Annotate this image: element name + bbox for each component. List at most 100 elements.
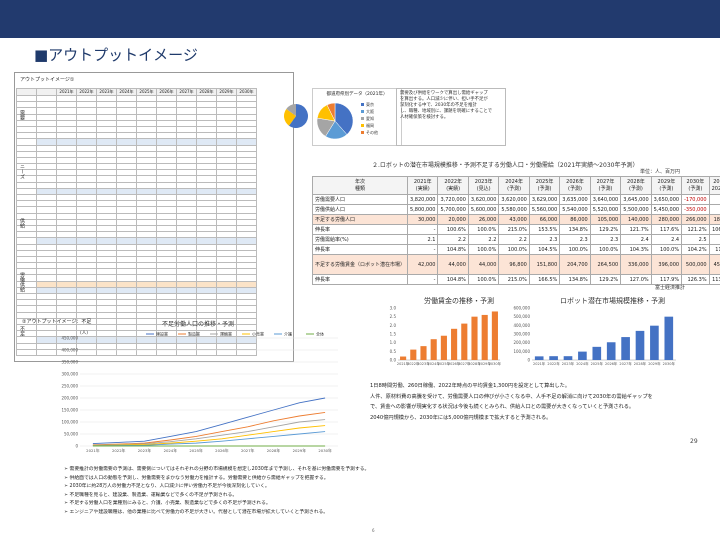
- legend-label: 介護: [284, 331, 292, 337]
- table-cell: 5,600,000: [467, 204, 500, 215]
- table-cell: 104.5%: [528, 244, 561, 255]
- y-tick-label: 0.0: [390, 358, 397, 363]
- table-cell: 151,800: [528, 254, 561, 275]
- pie-panel: 都道府県別データ（2021年） 東京 大阪 愛知 福岡 その他: [312, 88, 402, 146]
- grid-cell: [236, 348, 257, 356]
- table-cell: 5,580,000: [498, 204, 530, 215]
- bar: [481, 314, 488, 360]
- bullet-item: 不足職種を見ると、建設業、製造業、運輸業などで多くの不足が予測される。: [64, 492, 624, 501]
- table-cell: 140,000: [620, 214, 652, 225]
- legend-label: 愛知: [366, 115, 374, 121]
- x-tick-label: 2024年: [427, 361, 440, 366]
- y-tick-label: 2.5: [390, 314, 397, 319]
- table-cell: 100.0%: [589, 244, 622, 255]
- shortage-line-chart: 不足労働人口の推移・予測 (人)450,000 400,000 350,000 300,…: [61, 320, 338, 453]
- y-tick-label: 1.0: [390, 340, 397, 345]
- pie-slice: [286, 104, 296, 116]
- series-line: [92, 425, 326, 446]
- bar: [400, 356, 407, 360]
- table-row: 労働需要人口 3,820,000 3,720,000 3,620,000 3,620,0…: [311, 194, 720, 205]
- legend-label: 大阪: [366, 108, 374, 114]
- table-cell: 121.7%: [620, 224, 652, 235]
- table-cell: 2.5: [681, 234, 710, 245]
- table-cell: 127.0%: [620, 274, 652, 285]
- y-tick-label: 400,000: [513, 323, 530, 328]
- table-cell: 5,540,000: [559, 204, 591, 215]
- row-label: 不足する労働人口: [311, 214, 409, 225]
- table-cell: 43,000: [498, 214, 530, 225]
- table-cell: -: [407, 224, 439, 235]
- legend-swatch: [361, 110, 364, 113]
- table-cell: 3,820,000: [407, 194, 439, 205]
- x-tick-label: 2026年: [448, 361, 461, 366]
- grid-header-cell: 2023年: [96, 88, 117, 96]
- table-cell: 66,000: [528, 214, 561, 225]
- note-line: 深刻化する中で、2030年の不足を推計: [400, 103, 477, 108]
- bullet-item: 不足する労働人口を業種別にみると、介護、小売業、製造業などで多くの不足が予測され…: [64, 500, 624, 509]
- table-cell: 2.3: [528, 234, 561, 245]
- x-tick-label: 2024年: [164, 448, 178, 453]
- y-tick-label: 300,000: [513, 332, 530, 337]
- pie-slice: [288, 104, 308, 128]
- table-cell: 0.3: [708, 234, 720, 245]
- grid-header-cell: 2026年: [156, 88, 177, 96]
- bar: [430, 339, 437, 360]
- y-tick-label: 150,000: [61, 408, 78, 413]
- bar: [549, 356, 558, 360]
- y-tick-label: 0.5: [390, 349, 397, 354]
- row-group-label: 供給: [19, 218, 25, 228]
- table-header-cell: 年次 種類: [311, 176, 409, 195]
- table-cell: 2.2: [467, 234, 500, 245]
- note-line: し、職種、地域別に、課題を明確にすることで: [400, 109, 492, 114]
- legend-swatch: [361, 124, 364, 127]
- y-tick-label: 0: [75, 444, 78, 449]
- x-tick-label: 2021年: [86, 448, 100, 453]
- bullet-item: 2030年に約28万人の労働力不足となり、人口減少に伴い労働力不足が今後深刻化し…: [64, 483, 624, 492]
- note-line: 2040億円規模から、2030年には5,000億円規模まで拡大すると予測される。: [370, 414, 552, 421]
- legend-label: その他: [366, 129, 378, 135]
- table-cell: 100.0%: [650, 244, 683, 255]
- table-cell: 204,700: [559, 254, 591, 275]
- table-cell: 166.5%: [528, 274, 561, 285]
- y-tick-label: 600,000: [513, 306, 530, 311]
- table-cell: 100.0%: [498, 244, 530, 255]
- bar: [471, 316, 478, 360]
- x-tick-label: 2028年: [267, 448, 281, 453]
- table-cell: 3,720,000: [437, 194, 469, 205]
- y-tick-label: 350,000: [61, 360, 78, 365]
- grid-header-cell: [36, 88, 57, 96]
- table-row: 伸長率 -104.8% 100.0% 100.0% 104.5% 100.0% 100.0%…: [311, 244, 720, 255]
- labor-gap-table: 年次 種類 2021年 (実績) 2022年 (実績) 2023年 (見込) 2024年 (予測)…: [311, 176, 720, 285]
- x-tick-label: 2021年: [533, 361, 546, 366]
- bullet-item: エンジニアや建設職種は、他の業種に比べて労働力の不足が大きい。代替として潜在市場…: [64, 509, 624, 518]
- x-tick-label: 2029年: [478, 361, 491, 366]
- table-cell: 5,450,000: [650, 204, 683, 215]
- grid-header-cell: 2028年: [196, 88, 217, 96]
- table-cell: 86,000: [559, 214, 591, 225]
- right-table-unit: 単位：人、百万円: [640, 169, 681, 175]
- grid-cell: [16, 348, 37, 356]
- bar: [563, 356, 573, 360]
- legend-label: 福岡: [366, 122, 374, 128]
- bar: [491, 311, 498, 360]
- robot-market-bar-chart: 600,000 500,000 400,000 300,000 200,000 100,0…: [513, 306, 676, 366]
- table-cell: 20,000: [437, 214, 469, 225]
- x-tick-label: 2030年: [489, 361, 502, 366]
- legend-swatch: [361, 117, 364, 120]
- bullet-item: 供給面では人口の動態を予測し、労働需要をまかなう労働力を推計する。労働需要と供給…: [64, 475, 624, 484]
- table-cell: 5,520,000: [589, 204, 622, 215]
- table-cell: 456,000: [708, 254, 720, 275]
- table-cell: 5,700,000: [437, 204, 469, 215]
- y-tick-label: 300,000: [61, 372, 78, 377]
- row-group-label: 需要: [19, 110, 25, 120]
- note-line: を算出する。人口減少に伴い、担い手不足が: [400, 97, 488, 102]
- chart-title: 不足労働人口の推移・予測: [162, 320, 234, 328]
- table-row: 労働需給率(%)2.12.22.22.22.32.32.32.42.42.50.…: [311, 234, 720, 245]
- analysis-notes: 1日8時間労働、260日稼働、2022年時点の平均賃金1,300円を設定として算…: [370, 381, 700, 423]
- x-tick-label: 2029年: [648, 361, 661, 366]
- table-row: 伸長率 -100.6% 100.0% 215.0% 153.5% 134.8% 129.2%…: [311, 224, 720, 235]
- y-tick-label: 450,000: [61, 336, 78, 341]
- table-cell: 129.2%: [589, 224, 622, 235]
- bar: [420, 346, 427, 360]
- table-cell: 2.3: [559, 234, 591, 245]
